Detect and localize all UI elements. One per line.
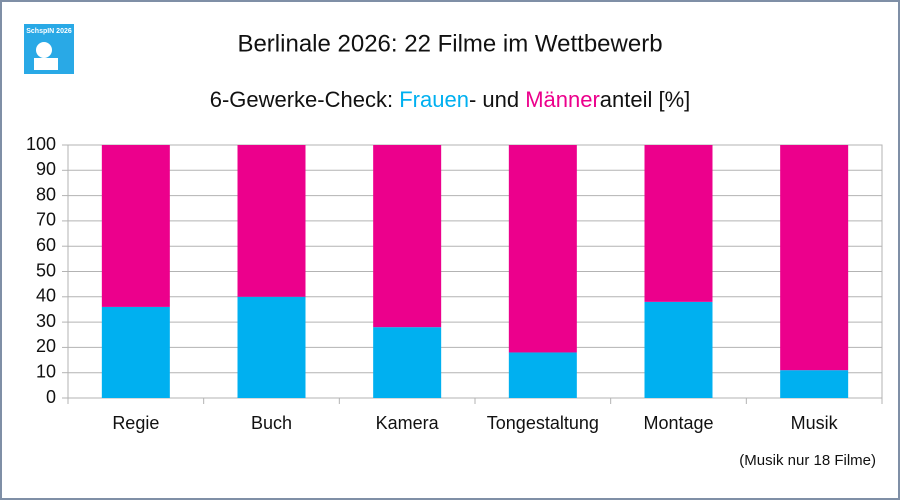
x-tick-label: Tongestaltung (487, 413, 599, 433)
logo-figure (36, 42, 52, 58)
y-tick-label: 10 (36, 361, 56, 381)
bar-segment (373, 327, 442, 398)
logo-figure (34, 58, 58, 70)
bar-segment (508, 352, 577, 398)
bar-segment (644, 301, 713, 398)
y-tick-label: 90 (36, 159, 56, 179)
x-tick-label: Montage (643, 413, 713, 433)
logo-text: SchspIN 2026 (26, 28, 72, 35)
x-tick-label: Musik (791, 413, 839, 433)
bar-segment (508, 145, 577, 353)
y-tick-label: 50 (36, 260, 56, 280)
legend-entry: Frauen (399, 87, 469, 112)
y-tick-label: 40 (36, 286, 56, 306)
y-tick-label: 100 (26, 134, 56, 154)
x-tick-label: Regie (112, 413, 159, 433)
note: (Musik nur 18 Filme) (739, 452, 876, 469)
subtitle-part: anteil [%] (600, 87, 691, 112)
bar-segment (101, 145, 170, 307)
chart-title: Berlinale 2026: 22 Filme im Wettbewerb (237, 30, 662, 57)
bar-segment (644, 145, 713, 302)
bar-segment (237, 296, 306, 398)
bar-segment (373, 145, 442, 328)
bar-segment (101, 306, 170, 398)
y-tick-label: 20 (36, 336, 56, 356)
bar-segment (237, 145, 306, 297)
bar-segment (780, 370, 849, 398)
x-tick-label: Kamera (376, 413, 440, 433)
subtitle-part: - und (469, 87, 525, 112)
subtitle-part: 6-Gewerke-Check: (210, 87, 400, 112)
y-tick-label: 0 (46, 387, 56, 407)
y-tick-label: 30 (36, 311, 56, 331)
y-tick-label: 80 (36, 184, 56, 204)
chart-subtitle: 6-Gewerke-Check: Frauen- und Männerantei… (210, 87, 691, 112)
legend-entry: Männer (525, 87, 600, 112)
bar-segment (780, 145, 849, 371)
x-tick-label: Buch (251, 413, 292, 433)
y-tick-label: 60 (36, 235, 56, 255)
y-tick-label: 70 (36, 210, 56, 230)
